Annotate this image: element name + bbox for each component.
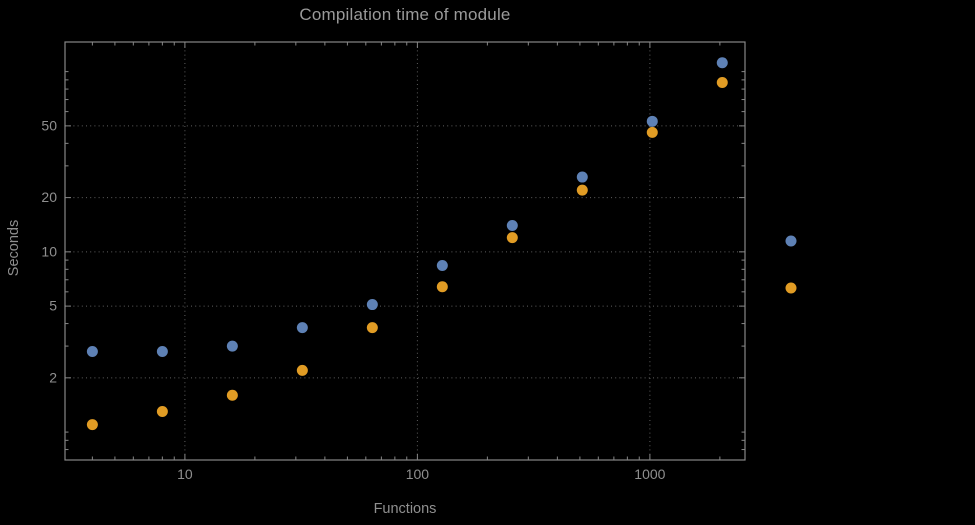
data-point-orange xyxy=(716,77,728,89)
y-tick-label: 10 xyxy=(41,243,57,259)
data-point-orange xyxy=(226,389,238,401)
data-point-orange xyxy=(436,281,448,293)
x-axis-label: Functions xyxy=(373,501,437,517)
y-tick-label: 20 xyxy=(41,189,57,205)
data-point-orange xyxy=(86,419,98,431)
data-point-blue xyxy=(436,259,448,271)
data-point-blue xyxy=(86,345,98,357)
x-tick-label: 1000 xyxy=(634,466,665,482)
y-tick-label: 2 xyxy=(49,369,57,385)
x-tick-label: 10 xyxy=(177,466,193,482)
plot-frame xyxy=(64,41,746,461)
chart-title: Compilation time of module xyxy=(299,5,511,24)
data-point-orange xyxy=(646,126,658,138)
data-point-blue xyxy=(296,322,308,334)
data-point-orange xyxy=(156,406,168,418)
data-point-blue xyxy=(366,299,378,311)
data-point-orange xyxy=(506,232,518,244)
data-point-orange xyxy=(366,322,378,334)
data-point-blue xyxy=(646,115,658,127)
data-point-blue xyxy=(576,171,588,183)
x-tick-label: 100 xyxy=(406,466,430,482)
data-point-blue xyxy=(156,345,168,357)
legend-marker-orange xyxy=(785,282,797,294)
data-point-blue xyxy=(506,220,518,232)
legend-marker-blue xyxy=(785,235,797,247)
data-point-blue xyxy=(716,57,728,69)
y-tick-label: 50 xyxy=(41,117,57,133)
data-point-orange xyxy=(296,364,308,376)
y-tick-label: 5 xyxy=(49,298,57,314)
data-point-orange xyxy=(576,184,588,196)
data-point-blue xyxy=(226,340,238,352)
